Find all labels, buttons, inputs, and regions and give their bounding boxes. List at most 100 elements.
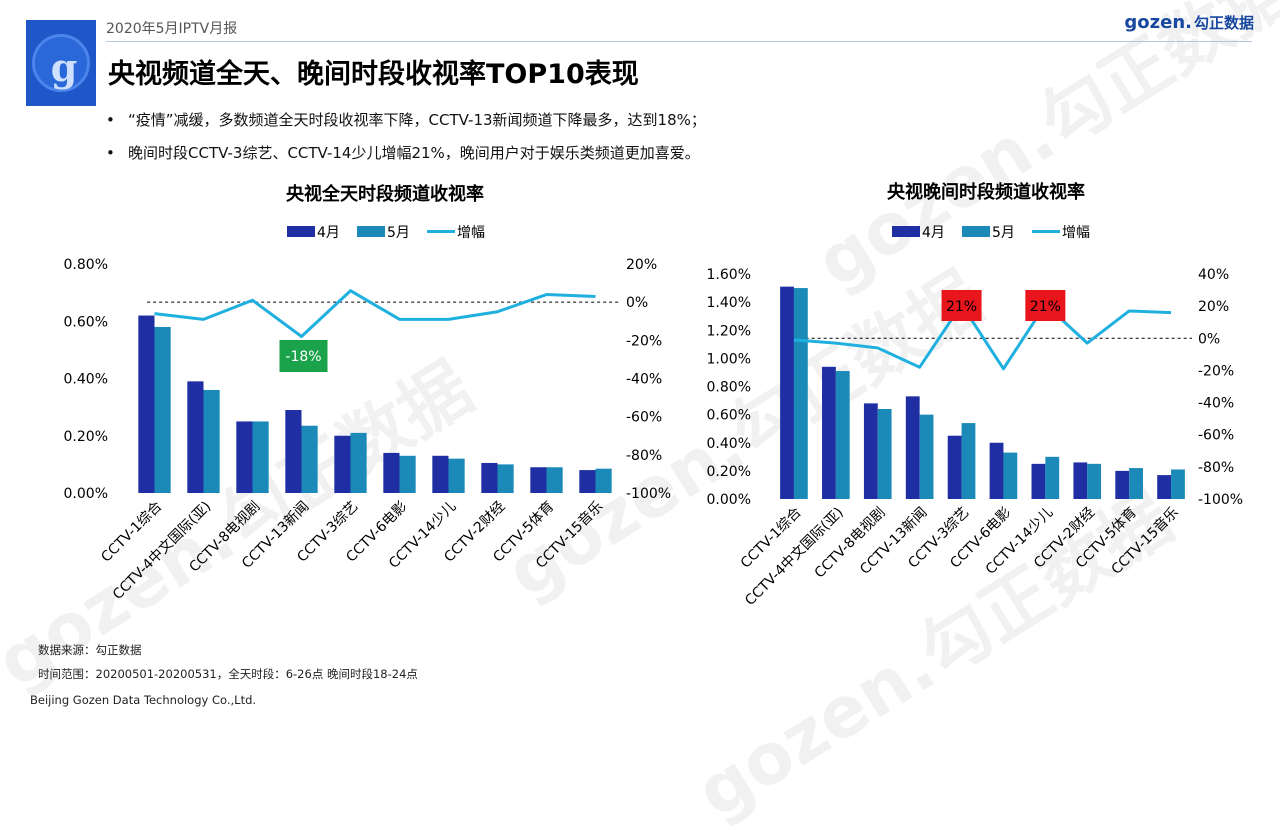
- legend-swatch: [892, 226, 920, 237]
- y2-tick-label: -100%: [1198, 492, 1243, 508]
- legend-swatch: [357, 226, 385, 237]
- y-tick-label: 1.00%: [707, 351, 751, 367]
- bar-april: [1115, 470, 1130, 499]
- bar-april: [432, 455, 449, 493]
- legend-swatch: [287, 226, 315, 237]
- chart-title: 央视全天时段频道收视率: [286, 183, 484, 205]
- bar-may: [835, 371, 850, 499]
- g-icon: g: [32, 34, 90, 92]
- y-tick-label: 1.20%: [707, 323, 751, 339]
- bar-may: [399, 455, 416, 493]
- bar-april: [236, 421, 253, 493]
- growth-annotation-box: [279, 340, 328, 372]
- y2-tick-label: 0%: [626, 295, 648, 311]
- y-tick-label: 1.40%: [707, 295, 751, 311]
- bar-may: [154, 326, 171, 493]
- bullet-list: • “疫情”减缓，多数频道全天时段收视率下降，CCTV-13新闻频道下降最多，达到…: [106, 108, 706, 174]
- y2-tick-label: 20%: [626, 257, 657, 273]
- bar-may: [1003, 452, 1018, 499]
- legend-label: 4月: [317, 225, 340, 241]
- growth-line: [154, 289, 596, 339]
- bar-may: [595, 468, 612, 493]
- time-range: 时间范围：20200501-20200531，全天时段：6-26点 晚间时段18…: [38, 667, 418, 681]
- bar-may: [301, 425, 318, 493]
- bar-april: [579, 470, 596, 493]
- bar-may: [1129, 468, 1143, 499]
- bar-may: [546, 467, 563, 493]
- y2-tick-label: -20%: [626, 333, 662, 349]
- bar-april: [187, 381, 204, 493]
- bar-april: [285, 409, 302, 493]
- bar-may: [252, 421, 269, 493]
- brand-name-cn: 勾正数据: [1193, 14, 1254, 32]
- bar-may: [1087, 463, 1102, 499]
- legend-label: 5月: [387, 225, 410, 241]
- page-title: 央视频道全天、晚间时段收视率TOP10表现: [108, 59, 639, 90]
- bar-may: [448, 458, 465, 493]
- y2-tick-label: 20%: [1198, 299, 1229, 315]
- y-tick-label: 0.00%: [64, 486, 108, 502]
- company-name: Beijing Gozen Data Technology Co.,Ltd.: [30, 693, 257, 707]
- bullet-item: • 晚间时段CCTV-3综艺、CCTV-14少儿增幅21%，晚间用户对于娱乐类频道…: [106, 144, 700, 162]
- bar-may: [961, 423, 976, 499]
- legend-label: 5月: [992, 225, 1015, 241]
- y2-tick-label: -20%: [1198, 363, 1234, 379]
- y-tick-label: 0.20%: [707, 464, 751, 480]
- y-tick-label: 0.80%: [64, 257, 108, 273]
- growth-annotation: -18%: [285, 349, 321, 365]
- bar-may: [497, 464, 514, 493]
- y-tick-label: 0.40%: [64, 372, 108, 388]
- data-source: 数据来源：勾正数据: [38, 643, 142, 657]
- gozen-logo: g: [26, 20, 96, 106]
- bar-april: [481, 462, 498, 493]
- bar-april: [780, 286, 794, 499]
- bar-may: [877, 409, 892, 499]
- y2-tick-label: 40%: [1198, 267, 1229, 283]
- bar-april: [905, 396, 920, 499]
- y-tick-label: 0.40%: [707, 436, 751, 452]
- growth-line: [793, 303, 1172, 371]
- y-tick-label: 0.20%: [64, 429, 108, 445]
- legend-label: 增幅: [1062, 225, 1090, 241]
- report-subtitle: 2020年5月IPTV月报: [106, 21, 238, 37]
- y2-tick-label: -60%: [626, 410, 662, 426]
- bullet-item: • “疫情”减缓，多数频道全天时段收视率下降，CCTV-13新闻频道下降最多，达到…: [106, 111, 706, 129]
- growth-annotation: 21%: [1030, 299, 1061, 315]
- bar-april: [1073, 462, 1088, 499]
- bar-april: [530, 467, 547, 493]
- y2-tick-label: -40%: [626, 372, 662, 388]
- bar-april: [334, 435, 351, 493]
- evening-rating-chart: 央视晚间时段频道收视率 4月 5月 增幅 0.00% 0.20% 0.40% 0.60% 0.8…: [707, 181, 1244, 609]
- legend-swatch: [962, 226, 990, 237]
- growth-annotation-box: [1025, 290, 1066, 321]
- all-day-rating-chart: 央视全天时段频道收视率 4月 5月 增幅 0.00% 0.20% 0.40% 0.60% 0.8…: [64, 183, 672, 603]
- chart-title: 央视晚间时段频道收视率: [887, 181, 1085, 203]
- bar-april: [1157, 475, 1172, 499]
- bar-april: [863, 403, 878, 499]
- bar-april: [1031, 463, 1046, 499]
- bar-may: [203, 389, 220, 493]
- brand-name: gozen.: [1124, 12, 1192, 33]
- bar-april: [138, 315, 155, 493]
- bar-may: [350, 432, 367, 493]
- bar-may: [1171, 469, 1185, 499]
- bar-april: [947, 435, 962, 499]
- y-tick-label: 0.00%: [707, 492, 751, 508]
- y2-tick-label: -80%: [626, 448, 662, 464]
- y2-tick-label: -60%: [1198, 428, 1234, 444]
- bar-may: [919, 414, 934, 499]
- y2-tick-label: 0%: [1198, 331, 1220, 347]
- y-tick-label: 0.60%: [64, 314, 108, 330]
- y2-tick-label: -40%: [1198, 396, 1234, 412]
- bar-april: [822, 366, 836, 499]
- bar-may: [1045, 456, 1060, 499]
- bar-april: [989, 442, 1004, 499]
- bar-april: [383, 452, 400, 493]
- growth-annotation: 21%: [946, 299, 977, 315]
- bar-may: [793, 288, 808, 499]
- y2-tick-label: -80%: [1198, 460, 1234, 476]
- brand-logo: gozen. 勾正数据: [1124, 12, 1254, 33]
- y-tick-label: 0.80%: [707, 380, 751, 396]
- legend-label: 增幅: [457, 225, 485, 241]
- y-tick-label: 0.60%: [707, 408, 751, 424]
